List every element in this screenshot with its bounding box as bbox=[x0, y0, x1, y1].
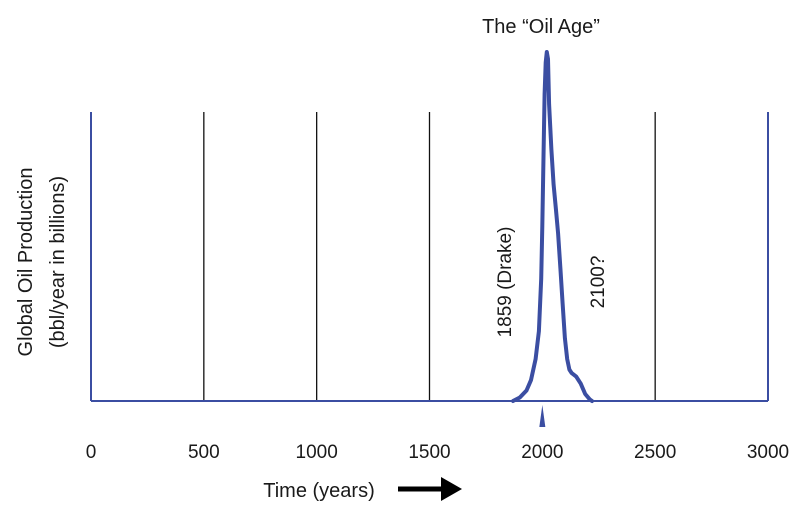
x-tick-label-0: 0 bbox=[86, 442, 97, 463]
x-tick-labels: 0 500 1000 1500 2000 2500 3000 bbox=[86, 442, 789, 463]
x-tick-label-500: 500 bbox=[188, 442, 220, 463]
x-tick-label-2500: 2500 bbox=[634, 442, 676, 463]
x-axis-label: Time (years) bbox=[263, 480, 374, 502]
chart-title: The “Oil Age” bbox=[482, 16, 600, 38]
y-axis-label-line2: (bbl/year in billions) bbox=[47, 176, 69, 348]
x-tick-label-1000: 1000 bbox=[296, 442, 338, 463]
year-2000-marker bbox=[539, 405, 546, 427]
annotation-1859-drake: 1859 (Drake) bbox=[495, 227, 516, 338]
x-tick-label-2000: 2000 bbox=[521, 442, 563, 463]
x-tick-label-1500: 1500 bbox=[408, 442, 450, 463]
gridlines bbox=[90, 112, 769, 401]
oil-production-curve bbox=[511, 50, 594, 403]
annotation-2100: 2100? bbox=[588, 256, 609, 309]
right-arrow-icon bbox=[398, 477, 462, 501]
x-tick-label-3000: 3000 bbox=[747, 442, 789, 463]
y-axis-label-line1: Global Oil Production bbox=[15, 168, 37, 357]
